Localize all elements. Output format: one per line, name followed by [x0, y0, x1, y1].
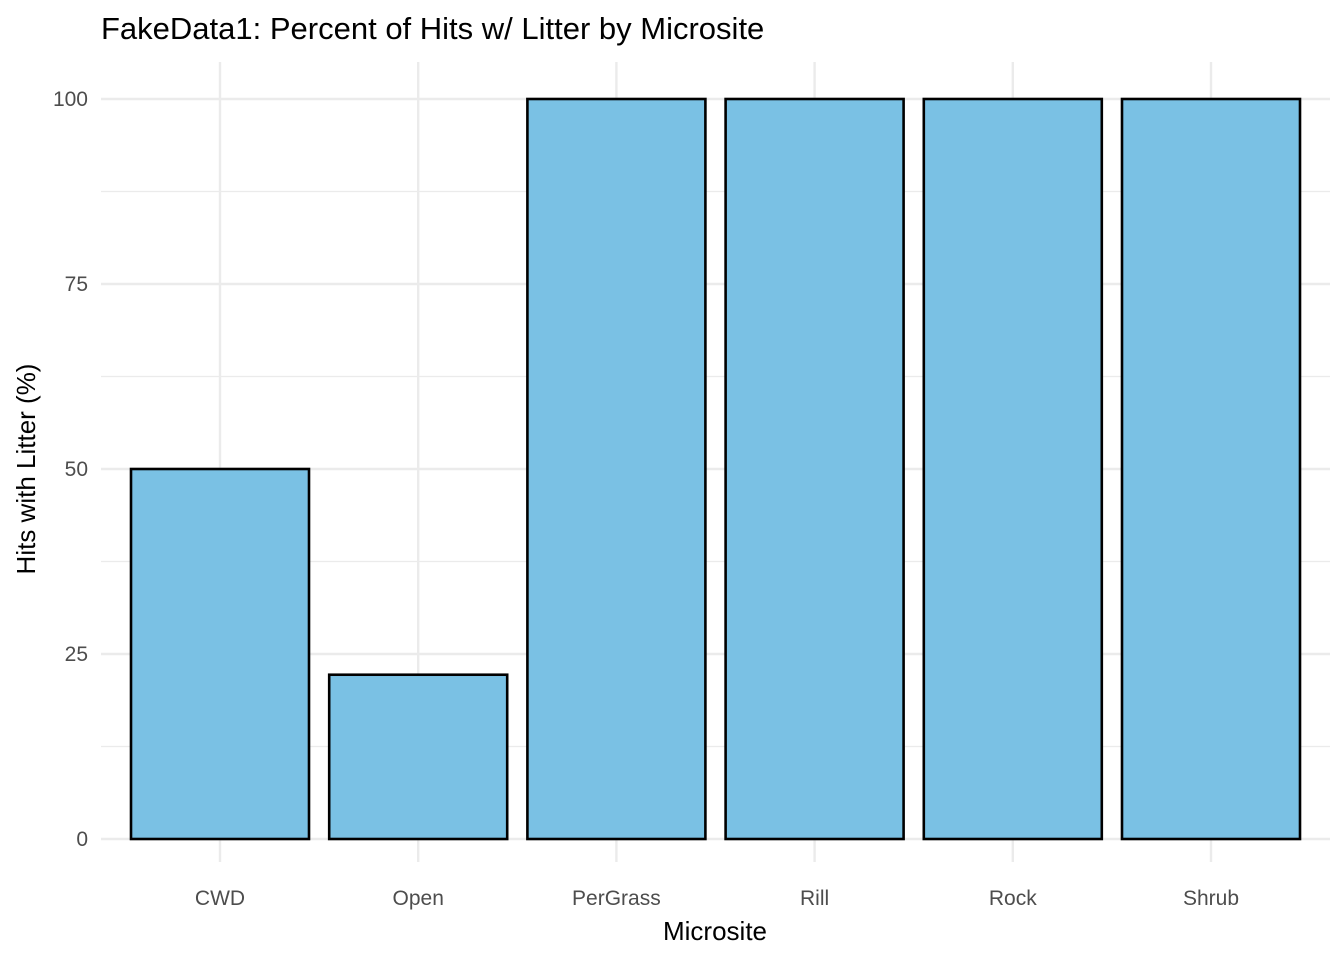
- y-tick-label: 75: [65, 273, 88, 296]
- bar-pergrass: [526, 97, 707, 841]
- x-tick-label: Shrub: [1183, 887, 1239, 910]
- bar-rill: [724, 97, 905, 841]
- y-tick-label: 50: [65, 458, 88, 481]
- x-axis-title: Microsite: [663, 916, 767, 946]
- y-axis-ticks: 0 25 50 75 100: [53, 88, 88, 851]
- bar-open: [327, 673, 509, 841]
- y-tick-label: 25: [65, 643, 88, 666]
- x-tick-label: Open: [393, 887, 444, 910]
- x-tick-label: PerGrass: [572, 887, 661, 910]
- x-tick-label: CWD: [195, 887, 245, 910]
- x-tick-label: Rill: [800, 887, 829, 910]
- bar-cwd: [129, 467, 311, 841]
- bars: [129, 97, 1302, 841]
- x-tick-label: Rock: [989, 887, 1037, 910]
- x-axis-ticks: CWD Open PerGrass Rill Rock Shrub: [195, 887, 1239, 910]
- bar-rock: [922, 97, 1104, 841]
- y-tick-label: 0: [76, 828, 88, 851]
- bar-shrub: [1120, 97, 1302, 841]
- chart-title: FakeData1: Percent of Hits w/ Litter by …: [101, 11, 764, 46]
- y-tick-label: 100: [53, 88, 88, 111]
- y-axis-title: Hits with Litter (%): [11, 364, 41, 575]
